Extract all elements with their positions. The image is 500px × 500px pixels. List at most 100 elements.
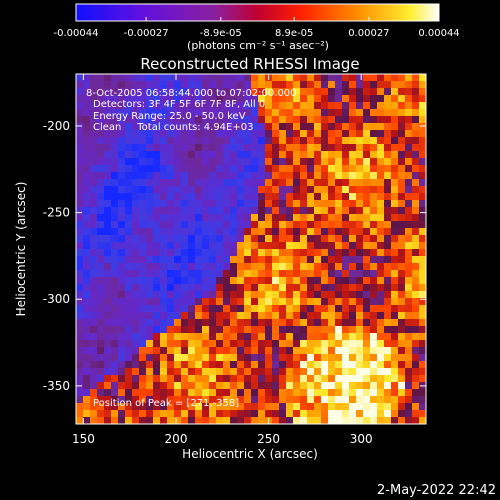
heatmap-cell xyxy=(293,263,301,271)
heatmap-cell xyxy=(314,88,322,96)
heatmap-cell xyxy=(307,249,315,257)
heatmap-cell xyxy=(76,88,84,96)
heatmap-cell xyxy=(230,200,238,208)
heatmap-cell xyxy=(132,417,140,425)
heatmap-cell xyxy=(160,179,168,187)
heatmap-cell xyxy=(342,81,350,89)
heatmap-cell xyxy=(279,277,287,285)
heatmap-cell xyxy=(230,361,238,369)
heatmap-cell xyxy=(146,312,154,320)
heatmap-cell xyxy=(370,305,378,313)
heatmap-cell xyxy=(321,165,329,173)
heatmap-cell xyxy=(111,193,119,201)
heatmap-cell xyxy=(111,88,119,96)
heatmap-cell xyxy=(132,263,140,271)
heatmap-cell xyxy=(174,375,182,383)
heatmap-cell xyxy=(419,354,427,362)
heatmap-cell xyxy=(363,200,371,208)
heatmap-cell xyxy=(265,333,273,341)
heatmap-cell xyxy=(307,193,315,201)
heatmap-cell xyxy=(342,396,350,404)
heatmap-cell xyxy=(139,312,147,320)
heatmap-cell xyxy=(279,263,287,271)
heatmap-cell xyxy=(167,256,175,264)
heatmap-cell xyxy=(146,410,154,418)
heatmap-cell xyxy=(202,165,210,173)
heatmap-cell xyxy=(307,228,315,236)
heatmap-cell xyxy=(307,165,315,173)
heatmap-cell xyxy=(83,354,91,362)
heatmap-cell xyxy=(237,340,245,348)
heatmap-cell xyxy=(307,291,315,299)
heatmap-cell xyxy=(314,256,322,264)
heatmap-cell xyxy=(244,151,252,159)
heatmap-cell xyxy=(90,242,98,250)
heatmap-cell xyxy=(279,81,287,89)
heatmap-cell xyxy=(335,270,343,278)
heatmap-cell xyxy=(244,263,252,271)
heatmap-cell xyxy=(391,396,399,404)
heatmap-cell xyxy=(412,74,420,82)
heatmap-cell xyxy=(237,130,245,138)
heatmap-cell xyxy=(83,382,91,390)
heatmap-cell xyxy=(377,130,385,138)
heatmap-cell xyxy=(223,291,231,299)
heatmap-cell xyxy=(286,186,294,194)
heatmap-cell xyxy=(97,284,105,292)
heatmap-cell xyxy=(195,214,203,222)
heatmap-cell xyxy=(272,361,280,369)
heatmap-cell xyxy=(405,263,413,271)
heatmap-cell xyxy=(307,151,315,159)
heatmap-cell xyxy=(363,382,371,390)
heatmap-cell xyxy=(398,312,406,320)
heatmap-cell xyxy=(104,74,112,82)
heatmap-cell xyxy=(286,270,294,278)
heatmap-cell xyxy=(167,186,175,194)
heatmap-cell xyxy=(139,298,147,306)
heatmap-cell xyxy=(272,109,280,117)
heatmap-cell xyxy=(244,270,252,278)
heatmap-cell xyxy=(237,249,245,257)
heatmap-cell xyxy=(125,221,133,229)
heatmap-cell xyxy=(419,375,427,383)
heatmap-cell xyxy=(412,228,420,236)
heatmap-cell xyxy=(356,88,364,96)
heatmap-cell xyxy=(328,389,336,397)
heatmap-cell xyxy=(153,186,161,194)
heatmap-cell xyxy=(349,158,357,166)
heatmap-cell xyxy=(132,123,140,131)
heatmap-cell xyxy=(97,319,105,327)
heatmap-cell xyxy=(223,396,231,404)
heatmap-cell xyxy=(153,74,161,82)
heatmap-cell xyxy=(349,137,357,145)
heatmap-cell xyxy=(384,382,392,390)
heatmap-cell xyxy=(391,144,399,152)
heatmap-cell xyxy=(356,382,364,390)
heatmap-cell xyxy=(118,277,126,285)
heatmap-cell xyxy=(342,368,350,376)
heatmap-cell xyxy=(258,305,266,313)
heatmap-cell xyxy=(419,151,427,159)
heatmap-cell xyxy=(188,277,196,285)
heatmap-cell xyxy=(237,74,245,82)
heatmap-cell xyxy=(237,193,245,201)
heatmap-cell xyxy=(181,249,189,257)
heatmap-cell xyxy=(111,263,119,271)
heatmap-cell xyxy=(90,186,98,194)
heatmap-cell xyxy=(342,249,350,257)
heatmap-cell xyxy=(146,158,154,166)
heatmap-cell xyxy=(244,81,252,89)
heatmap-cell xyxy=(97,354,105,362)
heatmap-cell xyxy=(188,221,196,229)
heatmap-cell xyxy=(384,221,392,229)
heatmap-cell xyxy=(377,102,385,110)
heatmap-cell xyxy=(118,88,126,96)
heatmap-cell xyxy=(349,284,357,292)
heatmap-cell xyxy=(384,249,392,257)
heatmap-cell xyxy=(384,214,392,222)
heatmap-cell xyxy=(216,263,224,271)
heatmap-cell xyxy=(188,368,196,376)
heatmap-cell xyxy=(97,151,105,159)
heatmap-cell xyxy=(216,165,224,173)
heatmap-cell xyxy=(181,179,189,187)
